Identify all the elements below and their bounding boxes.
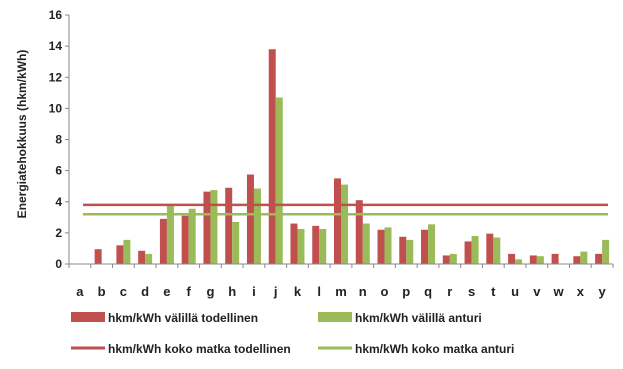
y-tick-label: 2 xyxy=(55,226,62,240)
category-label: o xyxy=(381,284,389,299)
y-tick-label: 14 xyxy=(49,39,63,53)
category-label: k xyxy=(294,284,302,299)
bar-anturi-e xyxy=(166,205,174,264)
bar-todellinen-u xyxy=(508,253,516,264)
bar-todellinen-y xyxy=(595,253,603,264)
legend-entry-0: hkm/kWh välillä todellinen xyxy=(108,311,258,325)
bar-todellinen-c xyxy=(116,245,124,264)
bar-anturi-t xyxy=(493,237,501,264)
legend-entry-1: hkm/kWh välillä anturi xyxy=(355,311,482,325)
bar-anturi-g xyxy=(210,190,218,264)
bars-layer xyxy=(94,49,610,264)
legend-swatch-0 xyxy=(71,312,105,322)
reference-lines-layer xyxy=(83,203,608,216)
bar-todellinen-b xyxy=(94,249,102,264)
bar-todellinen-e xyxy=(159,218,167,264)
bar-anturi-q xyxy=(428,224,436,264)
bar-anturi-o xyxy=(384,227,392,264)
category-label: x xyxy=(577,284,585,299)
legend-entry-3: hkm/kWh koko matka anturi xyxy=(355,342,514,356)
ticks-layer: 0 2 4 6 8 10 12 14 16 a b c d e f g h i j k l m n o p q r s t u v w x y xyxy=(49,8,614,299)
y-tick-label: 4 xyxy=(55,195,62,209)
y-tick-label: 8 xyxy=(55,133,62,147)
category-label: w xyxy=(553,284,565,299)
bar-todellinen-h xyxy=(225,187,233,264)
y-tick-label: 10 xyxy=(49,101,63,115)
bar-anturi-c xyxy=(123,239,131,264)
category-label: r xyxy=(447,284,452,299)
bar-todellinen-q xyxy=(421,229,429,264)
bar-todellinen-k xyxy=(290,223,298,264)
category-label: l xyxy=(317,284,321,299)
category-label: p xyxy=(402,284,410,299)
bar-anturi-n xyxy=(362,223,370,264)
bar-todellinen-p xyxy=(399,236,407,264)
category-label: y xyxy=(599,284,607,299)
bar-todellinen-r xyxy=(442,255,450,264)
bar-todellinen-f xyxy=(181,215,189,264)
category-label: v xyxy=(533,284,541,299)
y-tick-label: 16 xyxy=(49,8,63,22)
bar-anturi-p xyxy=(406,239,414,264)
category-label: a xyxy=(76,284,84,299)
bar-todellinen-w xyxy=(551,253,559,264)
category-label: g xyxy=(206,284,214,299)
category-label: j xyxy=(273,284,278,299)
bar-anturi-x xyxy=(580,251,588,264)
category-label: s xyxy=(468,284,475,299)
bar-todellinen-j xyxy=(268,49,276,264)
category-label: c xyxy=(120,284,127,299)
bar-todellinen-m xyxy=(334,178,341,264)
category-label: t xyxy=(491,284,496,299)
bar-anturi-f xyxy=(188,208,196,264)
bar-todellinen-o xyxy=(377,229,385,264)
category-label: f xyxy=(187,284,192,299)
legend-swatch-1 xyxy=(318,312,352,322)
y-tick-label: 12 xyxy=(49,70,63,84)
bar-todellinen-d xyxy=(138,250,146,264)
category-label: m xyxy=(335,284,347,299)
category-label: n xyxy=(359,284,367,299)
y-axis-title: Energiatehokkuus (hkm/kWh) xyxy=(15,50,29,219)
y-tick-label: 6 xyxy=(55,164,62,178)
bar-todellinen-g xyxy=(203,191,211,264)
legend: hkm/kWh välillä todellinen hkm/kWh välill… xyxy=(71,311,514,356)
category-label: e xyxy=(163,284,170,299)
bar-anturi-d xyxy=(145,253,153,264)
bar-todellinen-s xyxy=(464,241,472,264)
bar-anturi-i xyxy=(253,188,261,264)
bar-anturi-v xyxy=(536,256,544,264)
y-tick-label: 0 xyxy=(55,257,62,271)
bar-todellinen-n xyxy=(355,200,363,264)
bar-anturi-r xyxy=(449,253,457,264)
legend-entry-2: hkm/kWh koko matka todellinen xyxy=(108,342,291,356)
category-label: q xyxy=(424,284,432,299)
bar-anturi-s xyxy=(471,235,479,264)
category-label: i xyxy=(252,284,256,299)
bar-todellinen-i xyxy=(246,174,254,264)
bar-todellinen-t xyxy=(486,233,494,264)
category-label: u xyxy=(511,284,519,299)
bar-anturi-m xyxy=(341,184,348,264)
bar-todellinen-v xyxy=(529,255,537,264)
bar-anturi-j xyxy=(275,97,283,264)
bar-anturi-k xyxy=(297,228,305,264)
category-label: d xyxy=(141,284,149,299)
bar-anturi-y xyxy=(602,239,610,264)
bar-todellinen-l xyxy=(312,225,320,264)
bar-anturi-l xyxy=(319,228,327,264)
category-label: b xyxy=(98,284,106,299)
bar-anturi-h xyxy=(232,221,240,264)
category-label: h xyxy=(228,284,236,299)
bar-todellinen-x xyxy=(573,256,581,264)
bar-anturi-u xyxy=(515,259,523,264)
